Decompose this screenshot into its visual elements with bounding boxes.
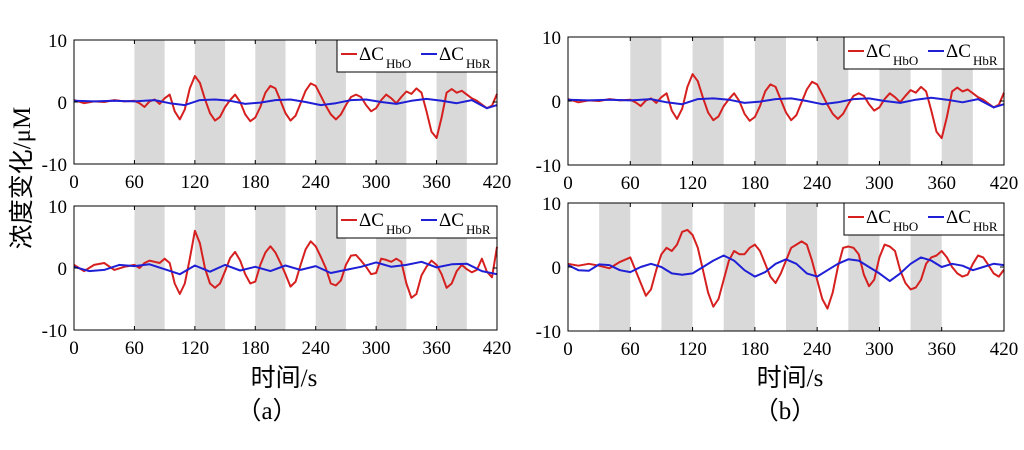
series-line-hbo	[567, 73, 1005, 140]
x-tick-label: 120	[678, 173, 707, 194]
legend-label-base: ΔC	[439, 210, 464, 231]
x-tick-label: 360	[927, 339, 956, 360]
x-tick-label: 180	[741, 339, 770, 360]
x-tick-label: 120	[678, 339, 707, 360]
x-tick-label: 0	[563, 339, 573, 360]
legend-label-sub: HbR	[973, 53, 998, 68]
series-line-hbr	[567, 254, 1005, 283]
x-tick-label: 240	[301, 338, 330, 359]
x-tick-label: 420	[483, 172, 512, 193]
legend-label-sub: HbO	[893, 219, 918, 234]
legend-label-sub: HbO	[893, 53, 918, 68]
x-tick-label: 0	[69, 172, 79, 193]
x-tick-label: 60	[621, 339, 640, 360]
x-tick-label: 420	[483, 338, 512, 359]
x-tick-label: 60	[621, 173, 640, 194]
legend-box	[843, 202, 1005, 236]
caption-b: （b）	[754, 397, 817, 425]
y-tick-label: 10	[48, 31, 67, 52]
y-axis-label: 浓度变化/μM	[8, 107, 36, 250]
x-tick-label: 0	[563, 173, 573, 194]
y-tick-label: 0	[552, 92, 562, 113]
task-block	[786, 203, 818, 331]
x-tick-label: 0	[69, 338, 79, 359]
legend-label-base: ΔC	[946, 207, 971, 228]
y-tick-label: -10	[536, 156, 561, 177]
legend-label-sub: HbO	[386, 222, 411, 237]
x-tick-label: 180	[241, 172, 270, 193]
y-tick-label: 10	[48, 197, 67, 218]
y-tick-label: 0	[552, 258, 562, 279]
legend-label-sub: HbR	[973, 219, 998, 234]
x-tick-label: 240	[301, 172, 330, 193]
series-line-hbo	[567, 228, 1005, 310]
legend: ΔC HbO ΔC HbR	[336, 205, 498, 239]
x-tick-label: 300	[865, 339, 894, 360]
x-tick-label: 180	[741, 173, 770, 194]
series-line-hbr	[73, 97, 498, 110]
legend-label-sub: HbR	[466, 56, 491, 71]
legend-box	[336, 39, 498, 73]
x-tick-label: 180	[241, 338, 270, 359]
y-tick-label: -10	[42, 155, 67, 176]
legend: ΔC HbO ΔC HbR	[336, 39, 498, 73]
task-block	[723, 203, 755, 331]
legend-label-sub: HbO	[386, 56, 411, 71]
legend-box	[843, 36, 1005, 70]
task-block	[194, 40, 226, 164]
y-tick-label: 10	[542, 194, 561, 215]
y-tick-label: 0	[58, 93, 68, 114]
legend-label-base: ΔC	[866, 207, 891, 228]
y-tick-label: 10	[542, 28, 561, 49]
legend-label-base: ΔC	[359, 44, 384, 65]
x-tick-label: 360	[422, 338, 451, 359]
x-tick-label: 300	[362, 338, 391, 359]
x-tick-label: 360	[422, 172, 451, 193]
x-tick-label: 360	[927, 173, 956, 194]
legend-label-base: ΔC	[359, 210, 384, 231]
x-tick-label: 60	[125, 338, 144, 359]
legend-box	[336, 205, 498, 239]
legend-label-base: ΔC	[946, 41, 971, 62]
y-tick-label: -10	[42, 321, 67, 342]
legend: ΔC HbO ΔC HbR	[843, 202, 1005, 236]
legend-label-base: ΔC	[866, 41, 891, 62]
x-axis-label-b: 时间/s	[757, 364, 824, 392]
x-tick-label: 420	[990, 339, 1019, 360]
x-tick-label: 300	[865, 173, 894, 194]
legend: ΔC HbO ΔC HbR	[843, 36, 1005, 70]
task-block	[661, 203, 693, 331]
y-tick-label: 0	[58, 259, 68, 280]
series-line-hbo	[73, 229, 498, 299]
series-line-hbr	[567, 96, 1005, 109]
legend-label-sub: HbR	[466, 222, 491, 237]
x-tick-label: 60	[125, 172, 144, 193]
x-tick-label: 240	[803, 173, 832, 194]
x-axis-label-a: 时间/s	[251, 364, 318, 392]
x-tick-label: 120	[181, 172, 210, 193]
y-tick-label: -10	[536, 322, 561, 343]
series-line-hbr	[73, 260, 498, 276]
x-tick-label: 240	[803, 339, 832, 360]
x-tick-label: 420	[990, 173, 1019, 194]
task-block	[692, 37, 724, 165]
x-tick-label: 120	[181, 338, 210, 359]
series-line-hbo	[73, 75, 498, 139]
legend-label-base: ΔC	[439, 44, 464, 65]
caption-a: （a）	[236, 397, 297, 425]
x-tick-label: 300	[362, 172, 391, 193]
